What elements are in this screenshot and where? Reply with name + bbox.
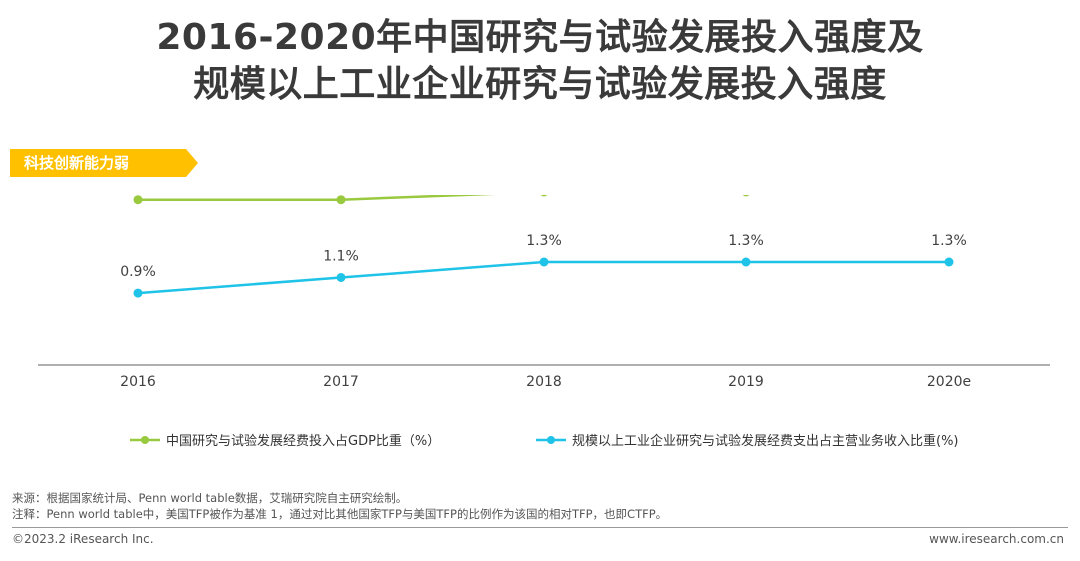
data-point [539, 257, 549, 267]
x-tick-label: 2020e [927, 374, 971, 390]
website-link[interactable]: www.iresearch.com.cn [929, 532, 1064, 546]
legend-dot-blue [547, 435, 555, 444]
data-point [133, 195, 143, 205]
source-note: 来源：根据国家统计局、Penn world table数据，艾瑞研究院自主研究绘… [12, 491, 408, 505]
legend-item-rd-gdp: 中国研究与试验发展经费投入占GDP比重（%） [130, 430, 440, 449]
legend-marker-green [130, 435, 160, 444]
data-point [742, 195, 750, 197]
data-point [741, 257, 751, 267]
data-point [133, 288, 143, 298]
title-line-1: 2016-2020年中国研究与试验发展投入强度及 [156, 17, 924, 58]
x-tick-label: 2018 [526, 374, 562, 390]
title-line-2: 规模以上工业企业研究与试验发展投入强度 [193, 64, 887, 105]
series-line-1 [137, 260, 949, 295]
data-point [944, 257, 954, 267]
page-title: 2016-2020年中国研究与试验发展投入强度及 规模以上工业企业研究与试验发展… [0, 14, 1080, 108]
data-label: 1.3% [931, 233, 967, 249]
legend-label-rd-gdp: 中国研究与试验发展经费投入占GDP比重（%） [166, 434, 441, 449]
data-label: 1.1% [323, 249, 359, 265]
footer-divider [12, 527, 1068, 528]
copyright-text: ©2023.2 iResearch Inc. [12, 532, 154, 546]
chart-legend: 中国研究与试验发展经费投入占GDP比重（%） 规模以上工业企业研究与试验发展经费… [0, 430, 1080, 450]
data-label: 0.9% [120, 264, 156, 280]
tag-arrow-shape [10, 149, 198, 177]
data-point [336, 195, 346, 205]
legend-marker-blue [536, 435, 566, 444]
x-tick-label: 2016 [120, 374, 156, 390]
x-tick-label: 2017 [323, 374, 359, 390]
series-line-0 [138, 195, 496, 201]
line-chart: 20162017201820192020e2.1%2.1%2.2%2.2%2.3… [38, 195, 1050, 390]
notes-block: 来源：根据国家统计局、Penn world table数据，艾瑞研究院自主研究绘… [12, 490, 667, 522]
x-tick-label: 2019 [728, 374, 764, 390]
section-tag: 科技创新能力弱 [10, 149, 198, 177]
data-label: 1.3% [526, 233, 562, 249]
annotation-note: 注释：Penn world table中，美国TFP被作为基准 1，通过对比其他… [12, 507, 668, 521]
legend-item-industry: 规模以上工业企业研究与试验发展经费支出占主营业务收入比重(%) [536, 430, 959, 449]
legend-dot-green [141, 435, 149, 444]
legend-label-industry: 规模以上工业企业研究与试验发展经费支出占主营业务收入比重(%) [572, 434, 959, 449]
data-label: 1.3% [728, 233, 764, 249]
tag-label: 科技创新能力弱 [24, 154, 130, 172]
data-point [540, 195, 548, 197]
data-point [336, 273, 346, 282]
